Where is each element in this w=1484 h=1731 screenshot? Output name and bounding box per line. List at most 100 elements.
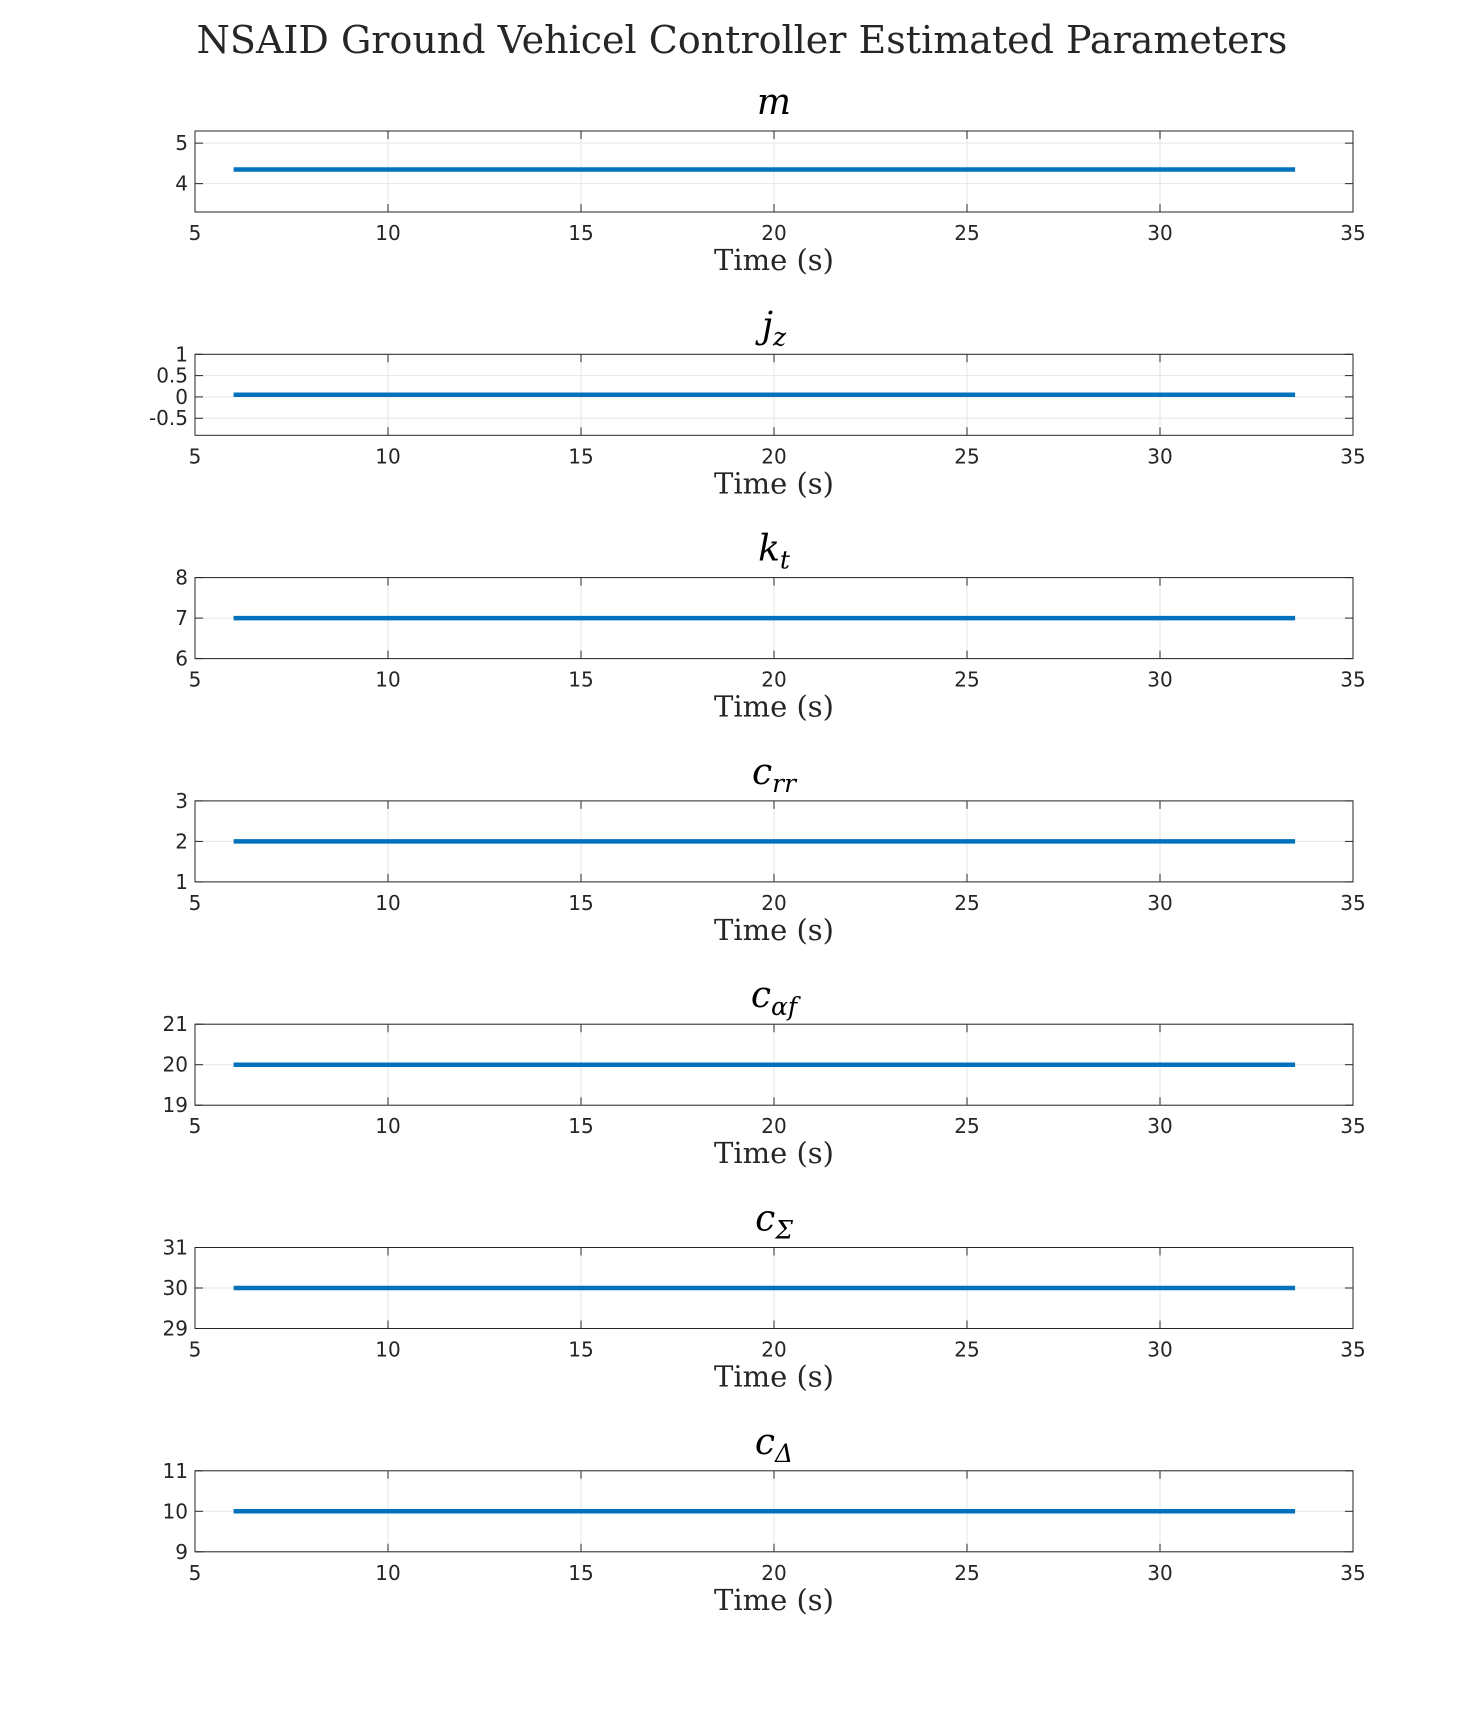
- x-tick-label: 5: [189, 221, 202, 245]
- y-tick-label: 30: [163, 1276, 188, 1300]
- y-tick-label: 29: [163, 1317, 188, 1341]
- x-tick-label: 15: [568, 444, 593, 468]
- x-tick-label: 25: [954, 668, 979, 692]
- subplot-title: cαf: [751, 975, 801, 1021]
- y-tick-label: 20: [163, 1053, 188, 1077]
- x-tick-label: 5: [189, 444, 202, 468]
- subplot-title: cΣ: [755, 1199, 793, 1245]
- x-tick-label: 30: [1147, 1338, 1172, 1362]
- y-tick-label: 1: [175, 342, 188, 366]
- axes-box: [194, 1470, 1354, 1553]
- subplot-1: 5 10 15 20 25 30 35 4 5 m Time (s): [175, 82, 1365, 277]
- x-tick-label: 10: [375, 891, 400, 915]
- x-tick-label: 20: [761, 221, 786, 245]
- x-axis-label: Time (s): [714, 1583, 834, 1617]
- axes-box: [194, 577, 1354, 660]
- subplot-2: 5 10 15 20 25 30 35 -0.500.51 jz Time (s): [149, 305, 1366, 500]
- axes-box: [194, 130, 1354, 213]
- x-tick-label: 15: [568, 891, 593, 915]
- y-tick-label: 10: [163, 1499, 188, 1523]
- x-axis-label: Time (s): [714, 243, 834, 277]
- x-tick-label: 20: [761, 1114, 786, 1138]
- x-tick-label: 10: [375, 1338, 400, 1362]
- x-axis-label: Time (s): [714, 913, 834, 947]
- figure-title: NSAID Ground Vehicel Controller Estimate…: [196, 18, 1288, 62]
- subplot-title-subscript: t: [780, 546, 791, 575]
- y-tick-label: 2: [175, 829, 188, 853]
- x-tick-label: 5: [189, 1338, 202, 1362]
- subplot-4: 5 10 15 20 25 30 35 1 2 3 crr Time (s): [175, 752, 1365, 947]
- x-tick-label: 30: [1147, 221, 1172, 245]
- x-tick-label: 25: [954, 221, 979, 245]
- x-tick-label: 15: [568, 221, 593, 245]
- subplot-title-subscript: rr: [772, 769, 798, 798]
- y-tick-label: 0.5: [156, 364, 188, 388]
- x-tick-label: 30: [1147, 891, 1172, 915]
- y-tick-label: 6: [175, 647, 188, 671]
- x-tick-label: 35: [1340, 221, 1365, 245]
- y-tick-label: 0: [175, 385, 188, 409]
- x-tick-label: 20: [761, 891, 786, 915]
- x-tick-label: 35: [1340, 1338, 1365, 1362]
- x-tick-label: 25: [954, 1114, 979, 1138]
- subplot-title-subscript: z: [772, 322, 787, 351]
- x-tick-label: 30: [1147, 1114, 1172, 1138]
- y-tick-label: 21: [163, 1012, 188, 1036]
- y-tick-label: -0.5: [149, 406, 188, 430]
- x-tick-label: 20: [761, 444, 786, 468]
- y-tick-label: 4: [175, 172, 188, 196]
- subplot-3: 5 10 15 20 25 30 35 6 7 8 kt Time (s): [175, 529, 1365, 724]
- x-tick-label: 5: [189, 1114, 202, 1138]
- y-tick-label: 11: [163, 1459, 188, 1483]
- x-tick-label: 10: [375, 668, 400, 692]
- y-tick-label: 5: [175, 131, 188, 155]
- axes-box: [194, 800, 1354, 883]
- x-axis-label: Time (s): [714, 1360, 834, 1394]
- x-tick-label: 15: [568, 1561, 593, 1585]
- subplot-title-subscript: Δ: [774, 1439, 793, 1468]
- subplot-title: kt: [758, 529, 791, 575]
- x-tick-label: 35: [1340, 668, 1365, 692]
- x-tick-label: 25: [954, 1338, 979, 1362]
- subplot-6: 5 10 15 20 25 30 35 29 30 31 cΣ Time (s): [163, 1199, 1366, 1394]
- subplot-title: m: [757, 82, 791, 123]
- x-tick-label: 5: [189, 668, 202, 692]
- subplot-title: crr: [752, 752, 798, 798]
- y-tick-label: 9: [175, 1540, 188, 1564]
- axes-box: [194, 353, 1354, 436]
- subplot-7: 5 10 15 20 25 30 35 9 10 11 cΔ Time (s): [163, 1422, 1366, 1617]
- x-tick-label: 35: [1340, 444, 1365, 468]
- x-tick-label: 10: [375, 444, 400, 468]
- x-tick-label: 5: [189, 891, 202, 915]
- y-tick-label: 1: [175, 870, 188, 894]
- y-tick-label: 3: [175, 789, 188, 813]
- x-tick-label: 5: [189, 1561, 202, 1585]
- x-axis-label: Time (s): [714, 690, 834, 724]
- x-tick-label: 10: [375, 221, 400, 245]
- subplot-5: 5 10 15 20 25 30 35 19 20 21 cαf Time (s): [163, 975, 1366, 1170]
- x-axis-label: Time (s): [714, 466, 834, 500]
- x-tick-label: 15: [568, 668, 593, 692]
- y-tick-label: 31: [163, 1236, 188, 1260]
- x-tick-label: 30: [1147, 668, 1172, 692]
- x-tick-label: 30: [1147, 444, 1172, 468]
- y-tick-label: 7: [175, 606, 188, 630]
- x-tick-label: 10: [375, 1561, 400, 1585]
- subplot-title-subscript: αf: [771, 992, 801, 1021]
- subplot-title: cΔ: [755, 1422, 793, 1468]
- x-tick-label: 15: [568, 1338, 593, 1362]
- subplot-title: jz: [755, 305, 787, 351]
- axes-box: [194, 1247, 1354, 1329]
- x-tick-label: 20: [761, 1338, 786, 1362]
- x-tick-label: 15: [568, 1114, 593, 1138]
- x-axis-label: Time (s): [714, 1136, 834, 1170]
- subplot-title-subscript: Σ: [774, 1216, 793, 1245]
- x-tick-label: 20: [761, 668, 786, 692]
- x-tick-label: 35: [1340, 891, 1365, 915]
- x-tick-label: 30: [1147, 1561, 1172, 1585]
- axes-box: [194, 1023, 1354, 1106]
- x-tick-label: 35: [1340, 1561, 1365, 1585]
- y-tick-label: 8: [175, 566, 188, 590]
